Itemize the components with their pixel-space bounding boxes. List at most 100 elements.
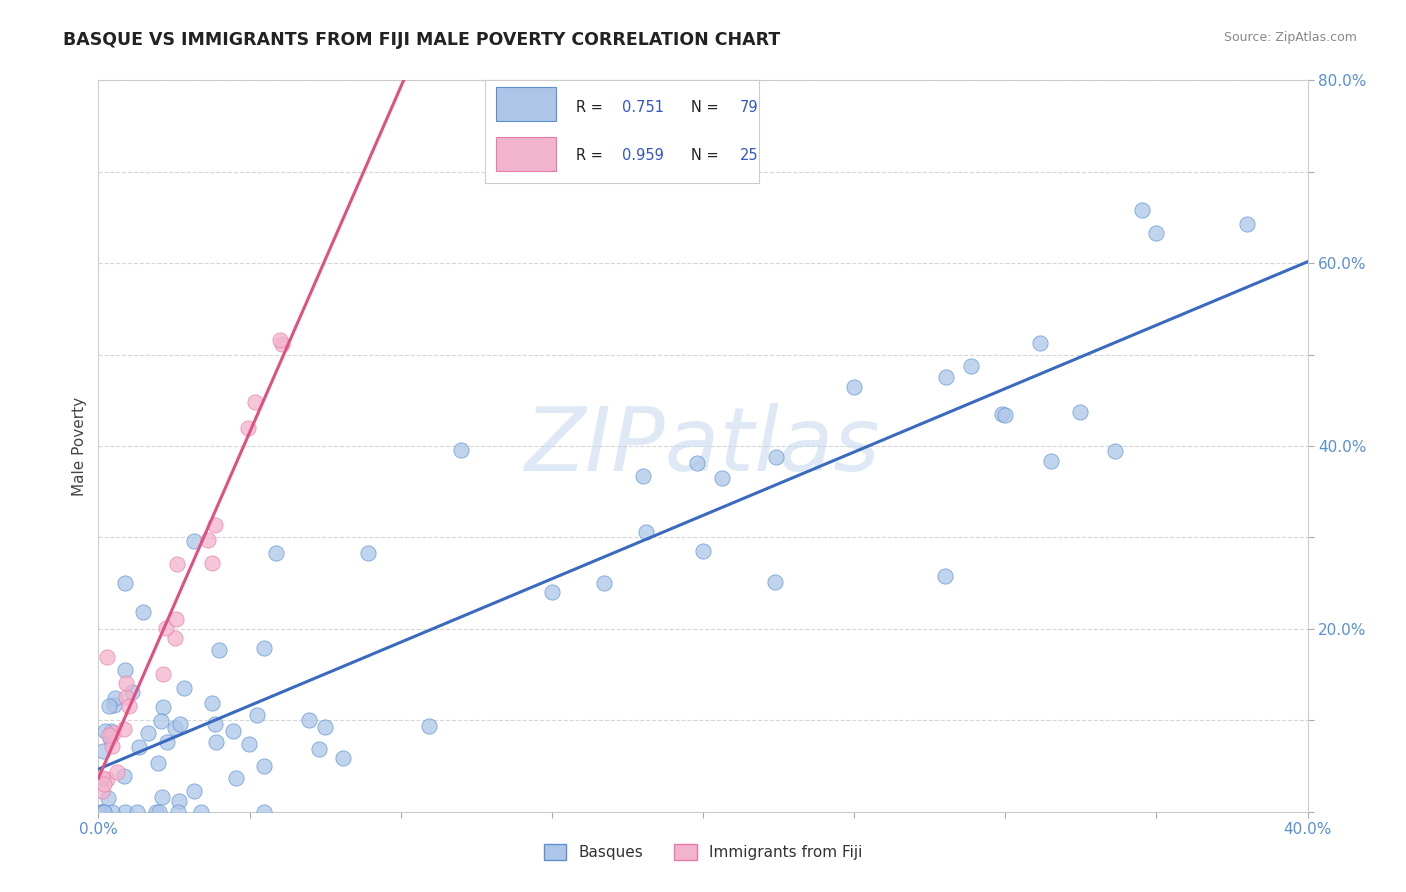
Text: N =: N =	[690, 100, 723, 115]
Point	[97, 791, 120, 805]
Point	[540, 585, 562, 599]
Point	[222, 723, 245, 738]
Point	[204, 517, 226, 532]
Point	[994, 408, 1017, 422]
Point	[163, 631, 186, 645]
Point	[264, 546, 287, 560]
Point	[269, 333, 291, 347]
Point	[298, 713, 321, 727]
Point	[91, 744, 114, 758]
Point	[145, 805, 167, 819]
Point	[844, 380, 866, 394]
Point	[1069, 405, 1091, 419]
Point	[132, 606, 155, 620]
Point	[204, 717, 226, 731]
Point	[155, 622, 177, 636]
Point	[685, 456, 707, 470]
Point	[156, 735, 179, 749]
Point	[93, 805, 115, 819]
Point	[90, 805, 112, 819]
Point	[93, 777, 115, 791]
Point	[114, 575, 136, 590]
Point	[710, 471, 733, 485]
Point	[148, 805, 170, 819]
Point	[98, 728, 121, 742]
Bar	[496, 87, 557, 121]
Point	[138, 726, 160, 740]
Point	[201, 556, 224, 570]
Text: R =: R =	[575, 148, 607, 162]
Point	[1040, 453, 1063, 467]
Point	[146, 756, 169, 771]
Point	[101, 725, 124, 739]
Point	[332, 750, 354, 764]
Point	[418, 719, 440, 733]
Point	[765, 450, 787, 464]
Point	[1144, 227, 1167, 241]
Text: N =: N =	[690, 148, 723, 162]
Point	[253, 640, 276, 655]
Point	[1236, 217, 1258, 231]
Point	[114, 676, 136, 690]
Point	[114, 805, 136, 819]
Point	[167, 793, 190, 807]
Point	[165, 722, 187, 736]
Point	[121, 685, 143, 699]
Point	[90, 772, 112, 786]
Point	[238, 737, 260, 751]
Point	[763, 574, 786, 589]
Text: 0.959: 0.959	[621, 148, 664, 162]
Point	[91, 805, 114, 819]
Point	[450, 442, 472, 457]
Text: 25: 25	[740, 148, 759, 162]
Point	[98, 731, 121, 746]
Point	[1029, 336, 1052, 351]
Point	[631, 469, 654, 483]
Point	[150, 789, 173, 804]
Point	[100, 805, 122, 819]
Point	[208, 643, 231, 657]
Text: ZIPatlas: ZIPatlas	[526, 403, 880, 489]
Point	[166, 611, 188, 625]
Point	[114, 664, 136, 678]
Point	[115, 690, 138, 704]
Point	[166, 557, 188, 571]
Point	[125, 805, 148, 819]
Point	[225, 772, 247, 786]
Point	[118, 699, 141, 714]
Point	[101, 739, 124, 753]
Point	[314, 720, 336, 734]
Text: Source: ZipAtlas.com: Source: ZipAtlas.com	[1223, 31, 1357, 45]
Point	[96, 650, 118, 665]
Point	[1130, 202, 1153, 217]
Point	[152, 699, 174, 714]
Point	[149, 714, 172, 729]
Point	[173, 681, 195, 695]
Point	[934, 568, 956, 582]
Point	[197, 533, 219, 547]
Point	[245, 394, 267, 409]
Point	[91, 805, 114, 819]
Text: BASQUE VS IMMIGRANTS FROM FIJI MALE POVERTY CORRELATION CHART: BASQUE VS IMMIGRANTS FROM FIJI MALE POVE…	[63, 31, 780, 49]
Point	[592, 576, 614, 591]
Point	[169, 716, 191, 731]
Point	[103, 698, 125, 712]
Point	[236, 421, 259, 435]
Point	[990, 407, 1012, 421]
Point	[152, 666, 174, 681]
Point	[205, 735, 228, 749]
Point	[105, 764, 128, 779]
Point	[692, 544, 714, 558]
Text: R =: R =	[575, 100, 607, 115]
Point	[128, 739, 150, 754]
Point	[308, 742, 330, 756]
Point	[104, 690, 127, 705]
Bar	[496, 136, 557, 170]
Point	[357, 546, 380, 560]
Point	[93, 805, 115, 819]
Point	[253, 805, 276, 819]
Text: 0.751: 0.751	[621, 100, 664, 115]
Point	[253, 759, 276, 773]
Point	[270, 337, 292, 351]
Point	[1104, 443, 1126, 458]
